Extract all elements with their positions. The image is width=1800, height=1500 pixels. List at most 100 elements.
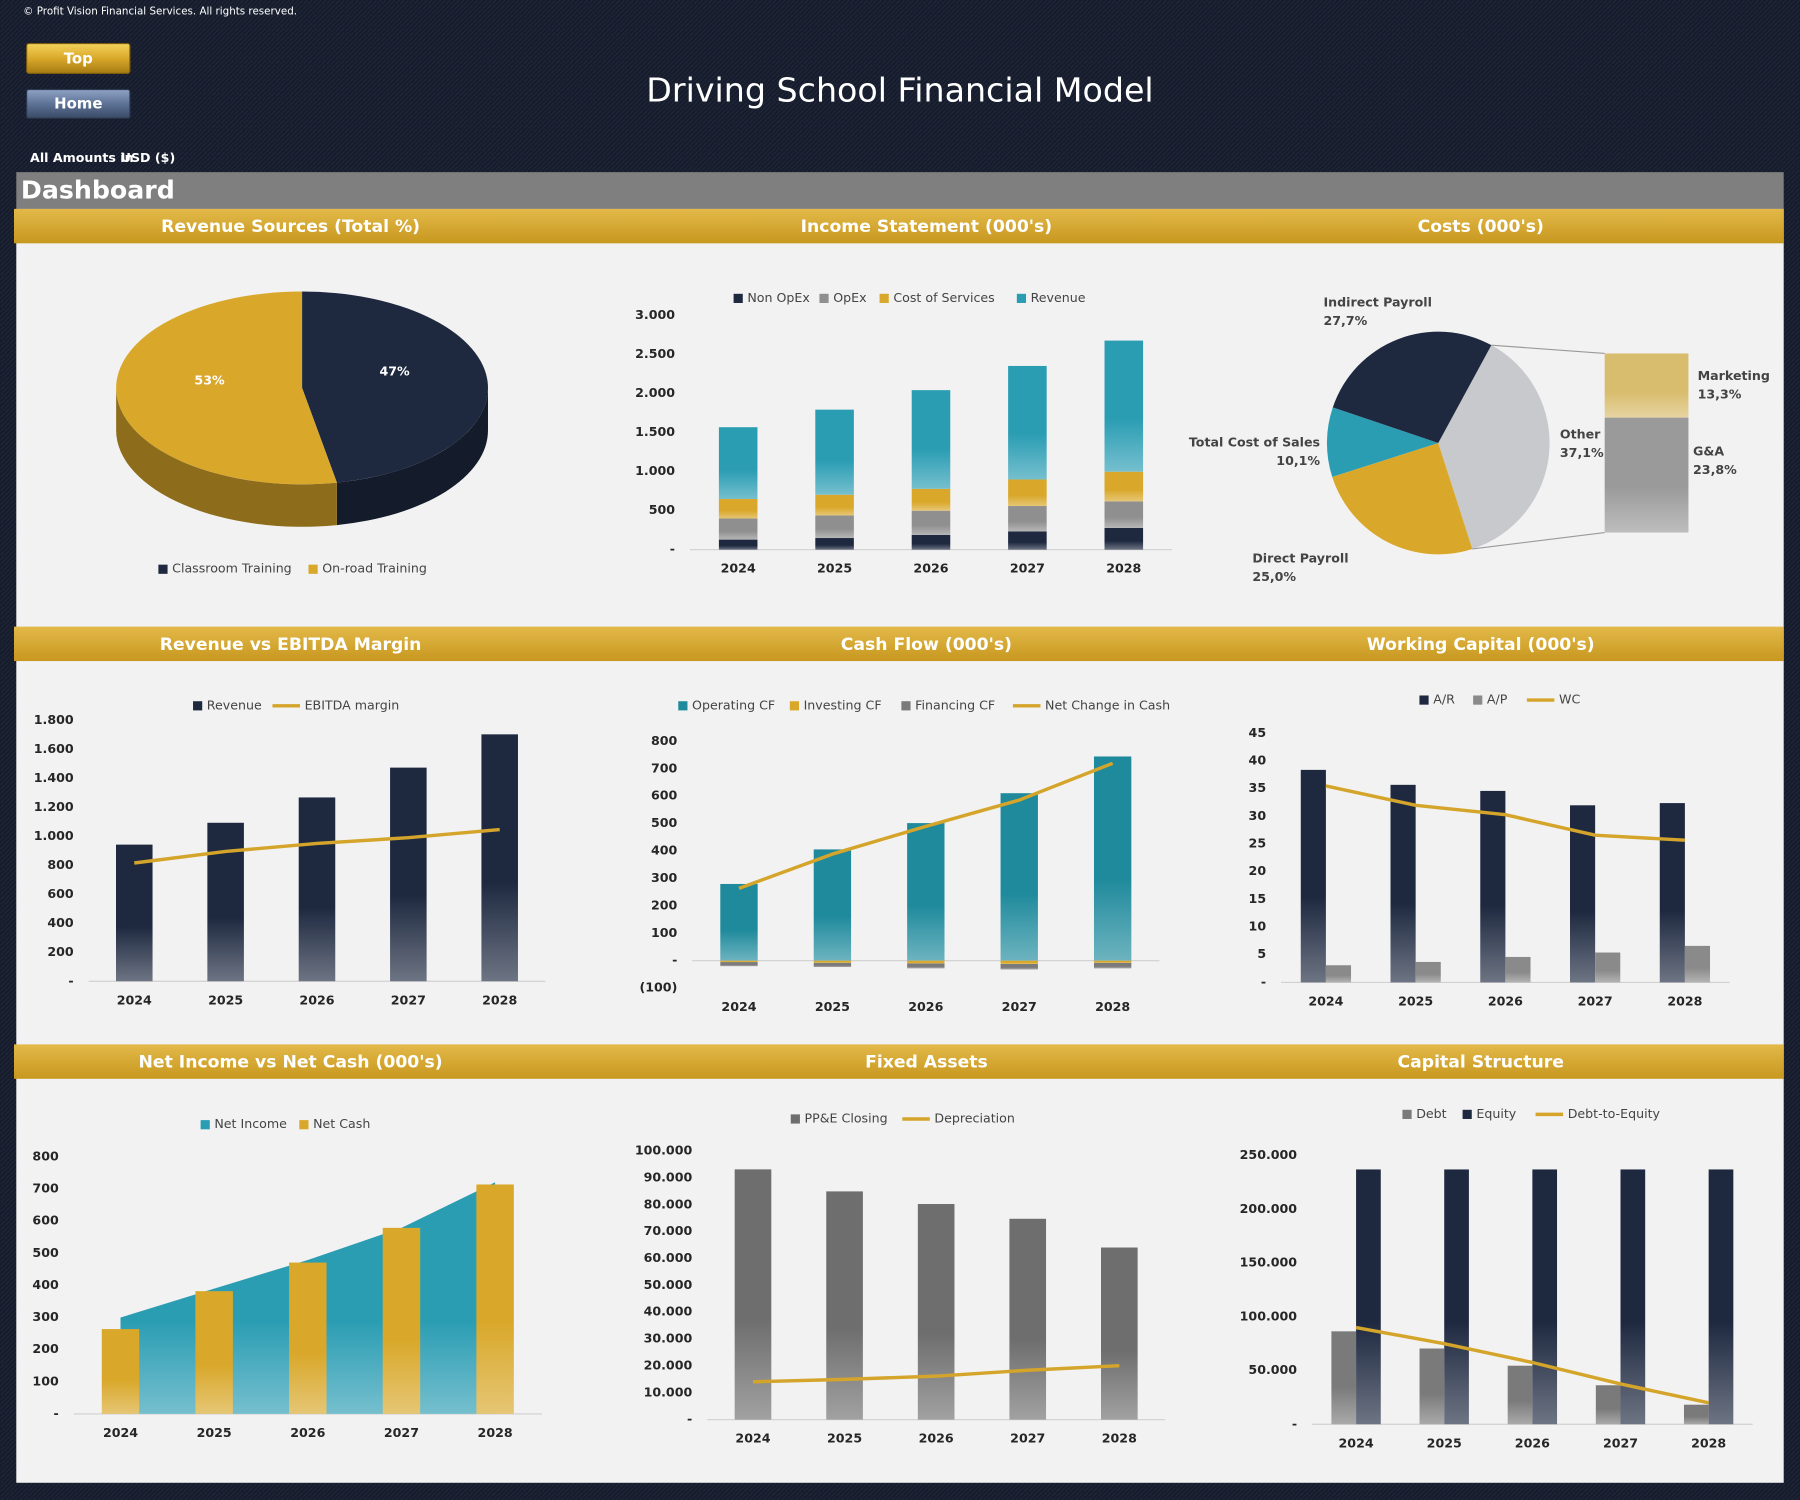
breakdown-bar (1604, 353, 1689, 418)
y-tick-label: 2.500 (635, 346, 675, 361)
y-tick-label: - (670, 541, 675, 556)
y-tick-label: 400 (47, 915, 74, 930)
y-tick-label: 400 (651, 843, 678, 858)
bar (1104, 340, 1144, 472)
y-tick-label: 500 (651, 815, 678, 830)
x-tick-label: 2025 (815, 999, 850, 1014)
y-tick-label: (100) (639, 980, 677, 995)
legend-key (1016, 293, 1027, 303)
legend-label: Cost of Services (893, 290, 994, 305)
legend-label: Classroom Training (172, 561, 292, 576)
top-button[interactable]: Top (26, 43, 131, 75)
bar (1000, 964, 1038, 970)
legend-label: A/P (1487, 692, 1508, 707)
y-tick-label: 600 (32, 1213, 59, 1228)
bar (382, 1227, 421, 1414)
legend-label: Investing CF (804, 697, 882, 712)
bar (720, 960, 758, 963)
y-tick-label: - (54, 1405, 59, 1420)
y-tick-label: 500 (649, 502, 676, 517)
line (134, 827, 500, 865)
y-tick-label: 800 (651, 733, 678, 748)
legend-label: Revenue (1031, 290, 1086, 305)
y-tick-label: 100.000 (635, 1143, 693, 1158)
row-header (14, 208, 1784, 244)
legend-key (1473, 695, 1483, 705)
connector (1472, 531, 1605, 550)
bar (1093, 962, 1132, 969)
row-header (14, 626, 1784, 662)
bar (734, 1169, 772, 1420)
y-tick-label: - (1261, 974, 1266, 989)
bar (1708, 1169, 1734, 1425)
chart-title: Income Statement (000's) (801, 217, 1053, 237)
bar (813, 960, 852, 963)
connector (1491, 344, 1605, 355)
copyright: © Profit Vision Financial Services. All … (23, 5, 297, 17)
bar (907, 960, 945, 964)
bar (907, 823, 945, 961)
chart-title: Net Income vs Net Cash (000's) (139, 1053, 443, 1073)
y-tick-label: 20.000 (644, 1357, 693, 1372)
pie-side (336, 387, 488, 526)
y-tick-label: 20 (1249, 863, 1267, 878)
bar (1390, 784, 1416, 983)
y-tick-label: 15 (1249, 891, 1267, 906)
bar (911, 534, 951, 550)
top-button-label[interactable]: Top (64, 50, 93, 68)
bar (289, 1262, 327, 1414)
bar (1480, 790, 1506, 983)
y-tick-label: 300 (651, 870, 678, 885)
legend-label: Net Cash (313, 1116, 370, 1131)
y-tick-label: 1.000 (34, 828, 74, 843)
legend-label: Non OpEx (747, 290, 810, 305)
home-button[interactable]: Home (26, 88, 131, 119)
pie-slice (1332, 331, 1492, 443)
category-label: G&A (1693, 444, 1724, 459)
bar (813, 962, 852, 968)
bar (718, 518, 758, 540)
y-tick-label: 800 (32, 1148, 59, 1163)
data-label: 25,0% (1252, 569, 1296, 584)
y-tick-label: 600 (47, 886, 74, 901)
y-tick-label: 30 (1249, 808, 1267, 823)
category-label: Direct Payroll (1252, 550, 1348, 565)
y-tick-label: 200.000 (1240, 1201, 1298, 1216)
legend-key (158, 564, 168, 574)
bar (813, 849, 852, 961)
category-label: Other (1560, 426, 1601, 441)
y-tick-label: 1.400 (34, 770, 74, 785)
y-tick-label: 40 (1249, 753, 1267, 768)
bar (1532, 1169, 1558, 1425)
home-button-label[interactable]: Home (54, 94, 102, 112)
bar (720, 883, 758, 961)
chart-title: Cash Flow (000's) (841, 635, 1012, 655)
y-tick-label: 80.000 (644, 1196, 693, 1211)
bar (1331, 1331, 1357, 1425)
y-tick-label: 1.000 (635, 463, 675, 478)
x-tick-label: 2026 (908, 999, 943, 1014)
bar (1009, 1218, 1047, 1420)
pie-slice (116, 291, 337, 485)
line (738, 761, 1114, 890)
bar (1684, 945, 1711, 983)
legend-label: PP&E Closing (805, 1110, 888, 1125)
y-tick-label: 300 (32, 1309, 59, 1324)
legend-label: Net Income (214, 1116, 287, 1131)
y-tick-label: 30.000 (644, 1331, 693, 1346)
bar (1104, 527, 1144, 550)
chart-title: Revenue Sources (Total %) (161, 217, 420, 237)
bar (1507, 1365, 1533, 1425)
top-button-bg[interactable] (26, 43, 131, 75)
legend-key (790, 1114, 800, 1124)
y-tick-label: 45 (1249, 725, 1267, 740)
bar (1595, 1385, 1621, 1425)
category-label: Indirect Payroll (1323, 294, 1431, 309)
home-button-bg[interactable] (26, 88, 131, 119)
pie-slice (302, 291, 488, 483)
y-tick-label: - (672, 952, 677, 967)
bar (1325, 965, 1352, 983)
x-tick-label: 2026 (913, 561, 948, 576)
pie-side (116, 387, 337, 527)
